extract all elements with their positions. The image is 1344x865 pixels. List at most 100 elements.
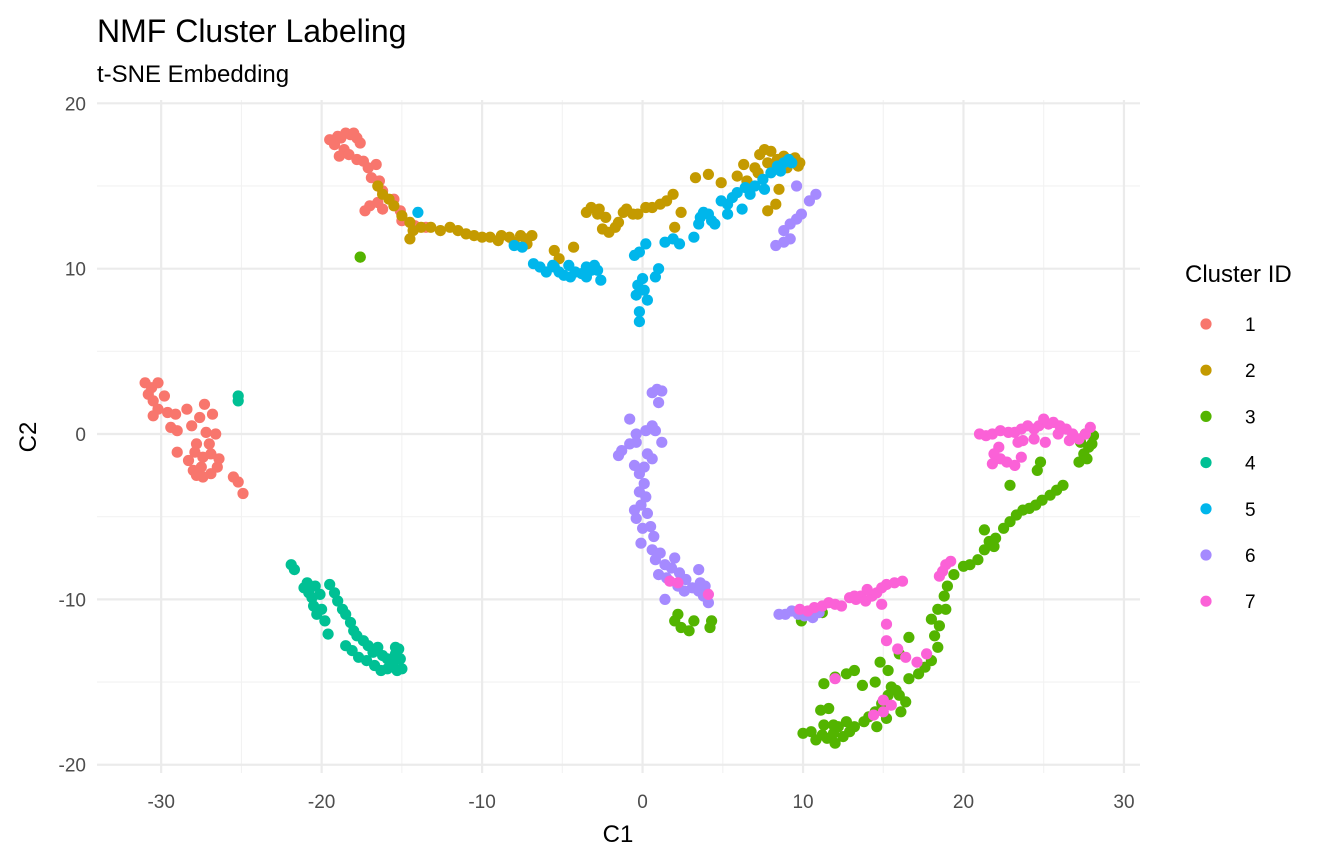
x-tick-label: -10 — [468, 792, 495, 813]
data-point — [415, 221, 427, 233]
data-point — [673, 238, 686, 250]
series-7 — [664, 413, 1096, 721]
data-point — [775, 165, 787, 177]
data-point — [773, 183, 785, 195]
data-point — [633, 468, 646, 480]
data-point — [171, 425, 183, 437]
legend-key-6 — [1200, 549, 1212, 561]
data-point — [361, 655, 373, 667]
data-point — [795, 208, 808, 220]
y-tick-label: 10 — [65, 260, 86, 281]
data-point — [630, 512, 642, 525]
data-point — [203, 438, 215, 450]
data-point — [1012, 436, 1024, 448]
data-point — [829, 737, 841, 749]
data-point — [1009, 459, 1021, 471]
data-point — [688, 231, 700, 243]
data-point — [425, 221, 437, 233]
data-point — [476, 231, 488, 243]
data-point — [871, 721, 883, 733]
data-point — [667, 188, 679, 200]
data-point — [213, 453, 225, 465]
data-point — [818, 719, 830, 731]
data-point — [856, 679, 869, 692]
data-point — [672, 577, 684, 589]
data-point — [370, 158, 382, 171]
data-point — [876, 598, 888, 610]
data-point — [197, 451, 209, 463]
data-point — [649, 425, 662, 437]
data-point — [1028, 433, 1040, 445]
data-point — [316, 603, 328, 615]
series-5 — [412, 153, 798, 328]
legend-label-5: 5 — [1245, 500, 1256, 521]
data-point — [791, 180, 803, 192]
x-tick-label: 0 — [637, 792, 648, 813]
data-point — [1034, 456, 1047, 468]
data-point — [882, 664, 894, 677]
data-point — [182, 454, 195, 467]
data-point — [1039, 436, 1051, 448]
data-point — [628, 459, 641, 471]
data-point — [640, 491, 652, 503]
series-2 — [354, 144, 806, 265]
y-tick-label: -20 — [59, 756, 86, 777]
data-point — [932, 641, 944, 653]
data-point — [874, 656, 886, 668]
data-point — [630, 436, 642, 448]
data-point — [354, 137, 366, 149]
data-point — [911, 656, 923, 668]
data-point — [152, 377, 164, 389]
data-point — [600, 211, 612, 223]
legend-label-4: 4 — [1245, 454, 1256, 475]
data-point — [593, 203, 605, 215]
data-point — [848, 664, 861, 677]
data-point — [964, 559, 976, 571]
data-point — [978, 524, 991, 536]
data-point — [635, 537, 647, 549]
data-point — [1081, 453, 1093, 465]
legend-key-4 — [1200, 457, 1212, 469]
data-point — [815, 704, 827, 716]
data-point — [921, 648, 933, 660]
x-tick-label: -30 — [147, 792, 174, 813]
data-point — [641, 507, 654, 519]
data-point — [548, 244, 560, 257]
data-point — [171, 446, 183, 458]
legend-key-1 — [1200, 318, 1212, 330]
data-point — [640, 238, 652, 250]
data-point — [784, 218, 796, 230]
y-axis-ticks: -20 -10 0 10 20 — [59, 94, 86, 776]
data-point — [232, 476, 244, 488]
data-point — [211, 461, 223, 473]
data-point — [632, 208, 644, 220]
data-point — [309, 580, 321, 592]
data-point — [848, 721, 861, 733]
data-point — [885, 699, 897, 711]
data-point — [624, 413, 636, 425]
data-point — [861, 583, 873, 596]
data-point — [892, 643, 904, 655]
data-point — [612, 449, 625, 462]
data-point — [548, 261, 560, 273]
data-point — [630, 289, 642, 301]
data-point — [595, 274, 607, 286]
data-point — [669, 221, 681, 233]
data-point — [396, 210, 408, 222]
data-point — [314, 588, 326, 601]
data-point — [675, 206, 687, 218]
data-point — [189, 446, 201, 458]
data-point — [596, 223, 609, 235]
data-point — [158, 390, 170, 402]
data-point — [988, 540, 1000, 553]
data-point — [688, 615, 700, 627]
x-axis-ticks: -30 -20 -10 0 10 20 30 — [147, 792, 1134, 813]
x-axis-title: C1 — [603, 821, 634, 848]
data-point — [186, 420, 198, 432]
data-point — [890, 684, 902, 696]
data-point — [190, 438, 203, 450]
data-point — [633, 316, 646, 328]
data-point — [645, 521, 657, 533]
data-point — [818, 678, 830, 690]
data-point — [324, 578, 336, 591]
